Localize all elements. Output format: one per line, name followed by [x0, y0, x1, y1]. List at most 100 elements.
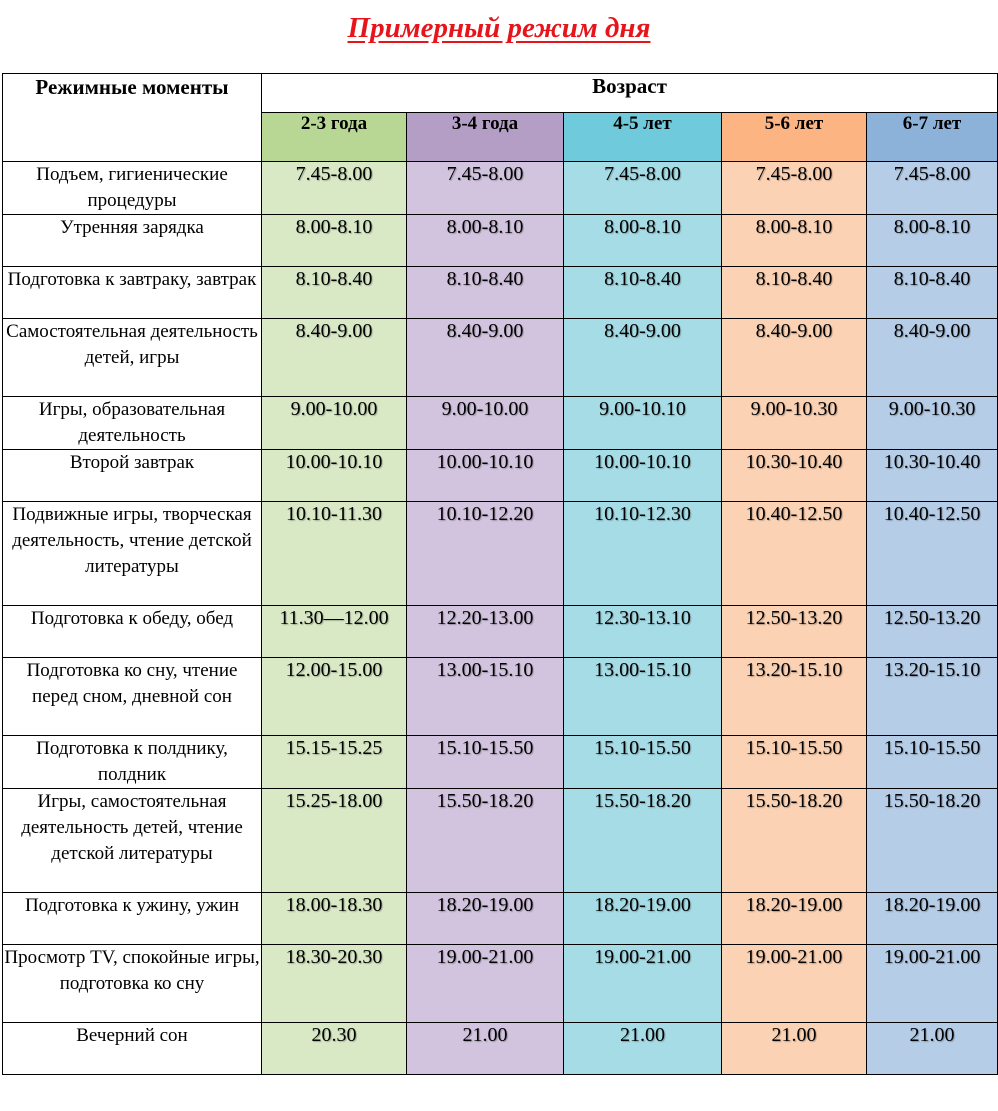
time-cell: 20.30: [261, 1022, 407, 1075]
time-cell: 19.00-21.00: [865, 944, 998, 1023]
time-cell: 18.00-18.30: [261, 892, 407, 945]
time-cell: 8.10-8.40: [563, 266, 722, 319]
time-cell: 8.00-8.10: [721, 214, 867, 267]
activity-cell: Подготовка ко сну, чтение перед сном, дн…: [2, 657, 262, 736]
table-row: Подвижные игры, творческая деятельность,…: [2, 501, 998, 606]
time-cell: 18.30-20.30: [261, 944, 407, 1023]
table-row: Просмотр TV, спокойные игры, подготовка …: [2, 944, 998, 1023]
time-cell: 8.40-9.00: [406, 318, 564, 397]
time-cell: 8.10-8.40: [406, 266, 564, 319]
table-row: Подготовка ко сну, чтение перед сном, дн…: [2, 657, 998, 736]
time-cell: 13.20-15.10: [721, 657, 867, 736]
time-cell: 15.10-15.50: [563, 735, 722, 789]
time-cell: 8.10-8.40: [721, 266, 867, 319]
time-cell: 10.40-12.50: [865, 501, 998, 606]
time-cell: 7.45-8.00: [261, 161, 407, 215]
time-cell: 8.00-8.10: [563, 214, 722, 267]
table-row: Подготовка к завтраку, завтрак 8.10-8.40 8…: [2, 266, 998, 319]
time-cell: 8.10-8.40: [261, 266, 407, 319]
time-cell: 12.50-13.20: [865, 605, 998, 658]
time-cell: 8.00-8.10: [406, 214, 564, 267]
activity-cell: Подвижные игры, творческая деятельность,…: [2, 501, 262, 606]
time-cell: 15.10-15.50: [406, 735, 564, 789]
time-cell: 12.50-13.20: [721, 605, 867, 658]
activity-cell: Подготовка к ужину, ужин: [2, 892, 262, 945]
time-cell: 13.20-15.10: [865, 657, 998, 736]
table-row: Подъем, гигиенические процедуры 7.45-8.00…: [2, 161, 998, 215]
activity-cell: Вечерний сон: [2, 1022, 262, 1075]
time-cell: 8.40-9.00: [721, 318, 867, 397]
page-title: Примерный режим дня: [347, 12, 651, 44]
time-cell: 13.00-15.10: [563, 657, 722, 736]
time-cell: 8.40-9.00: [865, 318, 998, 397]
time-cell: 15.50-18.20: [865, 788, 998, 893]
time-cell: 8.00-8.10: [865, 214, 998, 267]
time-cell: 21.00: [406, 1022, 564, 1075]
time-cell: 9.00-10.30: [721, 396, 867, 450]
time-cell: 12.00-15.00: [261, 657, 407, 736]
age-group-header: 6-7 лет: [865, 112, 998, 162]
moments-header-label: Режимные моменты: [35, 75, 229, 99]
activity-cell: Утренняя зарядка: [2, 214, 262, 267]
time-cell: 18.20-19.00: [563, 892, 722, 945]
table-row: Вечерний сон 20.30 21.00 21.00 21.00 21.00: [2, 1022, 998, 1075]
time-cell: 15.15-15.25: [261, 735, 407, 789]
age-group-header: 5-6 лет: [721, 112, 867, 162]
time-cell: 19.00-21.00: [563, 944, 722, 1023]
time-cell: 21.00: [563, 1022, 722, 1075]
time-cell: 9.00-10.00: [261, 396, 407, 450]
time-cell: 10.00-10.10: [406, 449, 564, 502]
table-row: Игры, самостоятельная деятельность детей…: [2, 788, 998, 893]
time-cell: 10.10-11.30: [261, 501, 407, 606]
time-cell: 18.20-19.00: [721, 892, 867, 945]
time-cell: 10.10-12.20: [406, 501, 564, 606]
table-row: Самостоятельная деятельность детей, игры…: [2, 318, 998, 397]
schedule-table: Режимные моменты Возраст 2-3 года 3-4 го…: [2, 73, 998, 1075]
time-cell: 8.40-9.00: [563, 318, 722, 397]
activity-cell: Подготовка к завтраку, завтрак: [2, 266, 262, 319]
time-cell: 10.10-12.30: [563, 501, 722, 606]
time-cell: 21.00: [721, 1022, 867, 1075]
activity-cell: Игры, образовательная деятельность: [2, 396, 262, 450]
table-row: Подготовка к обеду, обед 11.30—12.00 12.20…: [2, 605, 998, 658]
time-cell: 7.45-8.00: [406, 161, 564, 215]
time-cell: 7.45-8.00: [721, 161, 867, 215]
moments-header: Режимные моменты: [2, 73, 262, 162]
time-cell: 18.20-19.00: [865, 892, 998, 945]
time-cell: 15.50-18.20: [406, 788, 564, 893]
activity-cell: Подъем, гигиенические процедуры: [2, 161, 262, 215]
activity-cell: Просмотр TV, спокойные игры, подготовка …: [2, 944, 262, 1023]
time-cell: 9.00-10.10: [563, 396, 722, 450]
activity-cell: Подготовка к обеду, обед: [2, 605, 262, 658]
time-cell: 15.25-18.00: [261, 788, 407, 893]
time-cell: 15.50-18.20: [563, 788, 722, 893]
age-group-header: 2-3 года: [261, 112, 407, 162]
time-cell: 12.30-13.10: [563, 605, 722, 658]
time-cell: 11.30—12.00: [261, 605, 407, 658]
activity-cell: Второй завтрак: [2, 449, 262, 502]
table-row: Подготовка к полднику, полдник 15.15-15.2…: [2, 735, 998, 789]
time-cell: 15.10-15.50: [865, 735, 998, 789]
time-cell: 15.50-18.20: [721, 788, 867, 893]
time-cell: 9.00-10.30: [865, 396, 998, 450]
time-cell: 9.00-10.00: [406, 396, 564, 450]
time-cell: 8.40-9.00: [261, 318, 407, 397]
time-cell: 8.00-8.10: [261, 214, 407, 267]
time-cell: 13.00-15.10: [406, 657, 564, 736]
time-cell: 19.00-21.00: [406, 944, 564, 1023]
age-header: Возраст: [260, 73, 998, 113]
table-row: Подготовка к ужину, ужин 18.00-18.30 18.20…: [2, 892, 998, 945]
time-cell: 15.10-15.50: [721, 735, 867, 789]
activity-cell: Подготовка к полднику, полдник: [2, 735, 262, 789]
table-row: Второй завтрак 10.00-10.10 10.00-10.10 10.0…: [2, 449, 998, 502]
time-cell: 21.00: [865, 1022, 998, 1075]
time-cell: 10.00-10.10: [563, 449, 722, 502]
time-cell: 10.40-12.50: [721, 501, 867, 606]
age-group-header: 3-4 года: [406, 112, 564, 162]
time-cell: 18.20-19.00: [406, 892, 564, 945]
time-cell: 10.30-10.40: [865, 449, 998, 502]
table-row: Утренняя зарядка 8.00-8.10 8.00-8.10 8.00-8…: [2, 214, 998, 267]
table-row: Игры, образовательная деятельность 9.00-1…: [2, 396, 998, 450]
time-cell: 7.45-8.00: [563, 161, 722, 215]
time-cell: 7.45-8.00: [865, 161, 998, 215]
